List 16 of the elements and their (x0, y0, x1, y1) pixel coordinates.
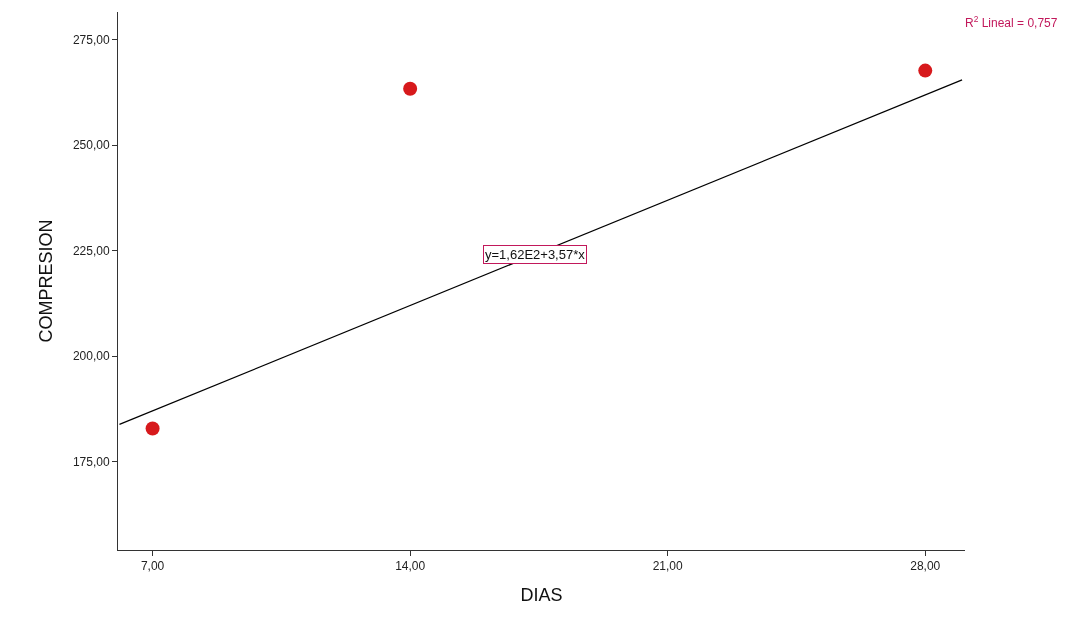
y-axis-title: COMPRESION (36, 219, 57, 343)
x-tick-label: 7,00 (140, 559, 165, 574)
y-tick-label: 200,00 (72, 349, 110, 364)
point (918, 63, 933, 78)
text: R$^{2}$ Lineal = 0,757 (965, 14, 1058, 31)
y-tick-label: 275,00 (72, 33, 110, 48)
point (403, 81, 418, 96)
x-tick-label: 14,00 (395, 559, 426, 574)
y-tick-label: 250,00 (72, 138, 110, 153)
x-tick-label: 21,00 (652, 559, 684, 574)
point (145, 421, 160, 436)
x-tick-label: 28,00 (910, 559, 941, 574)
annotation: y=1,62E2+3,57*x (485, 247, 586, 262)
x-axis-title: DIAS (520, 584, 563, 605)
y-tick-label: 225,00 (72, 243, 110, 258)
y-tick-label: 175,00 (72, 454, 110, 469)
